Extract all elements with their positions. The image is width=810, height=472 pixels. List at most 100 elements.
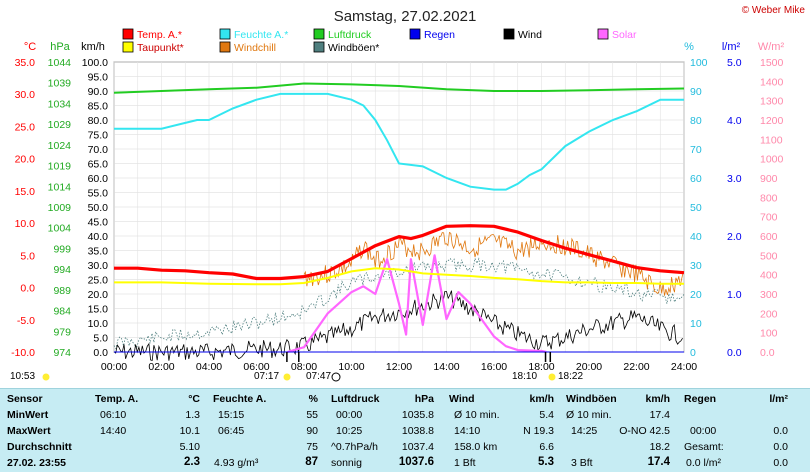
tick-lm2: 4.0 bbox=[727, 115, 742, 127]
axis-unit-pct: % bbox=[684, 41, 694, 53]
tick-x: 06:00 bbox=[243, 361, 269, 373]
tick-kmh: 100.0 bbox=[82, 57, 108, 69]
tick-kmh: 45.0 bbox=[88, 217, 109, 229]
series-line-wind bbox=[113, 290, 683, 362]
hdr-wind: Wind bbox=[449, 393, 475, 405]
tick-wm2: 1100 bbox=[760, 134, 783, 146]
series-line-solar bbox=[287, 254, 547, 354]
row-label-avg: Durchschnitt bbox=[7, 441, 72, 453]
tick-hpa: 1034 bbox=[48, 98, 72, 110]
axis-unit-wm2: W/m² bbox=[758, 41, 785, 53]
legend-label: Luftdruck bbox=[328, 29, 372, 41]
axis-unit-temp: °C bbox=[24, 41, 36, 53]
rain-today: 0.0 l/m² bbox=[686, 457, 722, 469]
axis-unit-lm2: l/m² bbox=[722, 41, 741, 53]
tick-kmh: 0.0 bbox=[93, 347, 108, 359]
series-line-gust bbox=[113, 256, 685, 350]
tick-kmh: 65.0 bbox=[88, 159, 109, 171]
press-trend: ^0.7hPa/h bbox=[331, 441, 378, 453]
tick-wm2: 1400 bbox=[760, 76, 784, 88]
sunset-time-b: 18:22 bbox=[558, 371, 584, 382]
tick-wm2: 200 bbox=[760, 308, 778, 320]
tick-temp: 5.0 bbox=[20, 250, 35, 262]
tick-kmh: 90.0 bbox=[88, 86, 109, 98]
tick-hpa: 979 bbox=[53, 326, 71, 338]
tick-lm2: 2.0 bbox=[727, 231, 742, 243]
legend-label: Solar bbox=[612, 29, 637, 41]
tick-hpa: 1044 bbox=[48, 57, 72, 69]
wind-bft: 1 Bft bbox=[454, 457, 476, 469]
legend-label: Feuchte A.* bbox=[234, 29, 288, 41]
max-wind-time: 14:10 bbox=[454, 425, 481, 437]
wind-avg-label: Ø 10 min. bbox=[454, 409, 500, 421]
sun-icon bbox=[331, 372, 341, 382]
tick-temp: -10.0 bbox=[11, 347, 35, 359]
tick-pct: 50 bbox=[690, 202, 702, 214]
max-rain: 0.0 bbox=[773, 425, 788, 437]
tick-hpa: 999 bbox=[53, 243, 71, 255]
axis-unit-hpa: hPa bbox=[50, 41, 70, 53]
legend-swatch bbox=[122, 41, 134, 53]
cur-temp: 2.3 bbox=[184, 456, 200, 468]
tick-pct: 70 bbox=[690, 144, 702, 156]
legend-label: Windböen* bbox=[328, 42, 379, 54]
tick-hpa: 989 bbox=[53, 285, 71, 297]
max-hum: 90 bbox=[306, 425, 318, 437]
hdr-hum-unit: % bbox=[308, 393, 318, 405]
tick-lm2: 5.0 bbox=[727, 57, 742, 69]
tick-kmh: 10.0 bbox=[88, 318, 109, 330]
tick-wm2: 1200 bbox=[760, 115, 784, 127]
sunset-icon bbox=[548, 373, 556, 381]
tick-temp: 10.0 bbox=[15, 218, 36, 230]
tick-pct: 40 bbox=[690, 231, 702, 243]
tick-kmh: 95.0 bbox=[88, 72, 109, 84]
cur-rain: 0.0 bbox=[773, 457, 788, 469]
tick-x: 14:00 bbox=[433, 361, 459, 373]
hdr-press: Luftdruck bbox=[331, 393, 380, 405]
tick-wm2: 100 bbox=[760, 328, 778, 340]
max-gust-time: 14:25 bbox=[571, 425, 598, 437]
wind-run: 158.0 km bbox=[454, 441, 498, 453]
forecast: sonnig bbox=[331, 457, 362, 469]
moonrise-time: 10:53 bbox=[10, 371, 36, 382]
min-hum-time: 15:15 bbox=[218, 409, 245, 421]
cur-gust: 17.4 bbox=[647, 456, 670, 468]
tick-x: 24:00 bbox=[671, 361, 697, 373]
hdr-wind-unit: km/h bbox=[529, 393, 554, 405]
sunset-time-a: 18:10 bbox=[512, 371, 538, 382]
tick-pct: 0 bbox=[690, 347, 696, 359]
tick-wm2: 0.0 bbox=[760, 347, 775, 359]
tick-temp: -5.0 bbox=[17, 315, 35, 327]
tick-kmh: 55.0 bbox=[88, 188, 109, 200]
min-temp-time: 06:10 bbox=[100, 409, 127, 421]
tick-lm2: 0.0 bbox=[727, 347, 742, 359]
min-temp: 1.3 bbox=[185, 409, 200, 421]
legend-swatch bbox=[313, 41, 325, 53]
abs-humidity: 4.93 g/m³ bbox=[214, 457, 259, 469]
legend-swatch bbox=[313, 28, 325, 40]
tick-wm2: 500 bbox=[760, 250, 778, 262]
tick-pct: 10 bbox=[690, 318, 702, 330]
tick-wm2: 1000 bbox=[760, 154, 784, 166]
hdr-gust-unit: km/h bbox=[645, 393, 670, 405]
sunrise-time-b: 07:47 bbox=[306, 371, 332, 382]
legend-swatch bbox=[409, 28, 421, 40]
legend-label: Wind bbox=[518, 29, 542, 41]
tick-hpa: 1029 bbox=[48, 119, 72, 131]
tick-temp: 25.0 bbox=[15, 121, 36, 133]
tick-pct: 30 bbox=[690, 260, 702, 272]
tick-wm2: 1300 bbox=[760, 96, 784, 108]
copyright-text: © Weber Mike bbox=[742, 5, 806, 16]
avg-press: 1037.4 bbox=[401, 441, 434, 453]
tick-hpa: 1014 bbox=[48, 181, 72, 193]
cur-hum: 87 bbox=[305, 456, 318, 468]
tick-x: 16:00 bbox=[481, 361, 507, 373]
tick-kmh: 25.0 bbox=[88, 275, 109, 287]
gust-avg-10min: 17.4 bbox=[649, 409, 670, 421]
chart-title: Samstag, 27.02.2021 bbox=[334, 8, 477, 25]
tick-temp: 0.0 bbox=[20, 283, 35, 295]
min-hum: 55 bbox=[306, 409, 318, 421]
tick-hpa: 1004 bbox=[48, 223, 72, 235]
min-press-time: 00:00 bbox=[336, 409, 363, 421]
tick-x: 20:00 bbox=[576, 361, 602, 373]
